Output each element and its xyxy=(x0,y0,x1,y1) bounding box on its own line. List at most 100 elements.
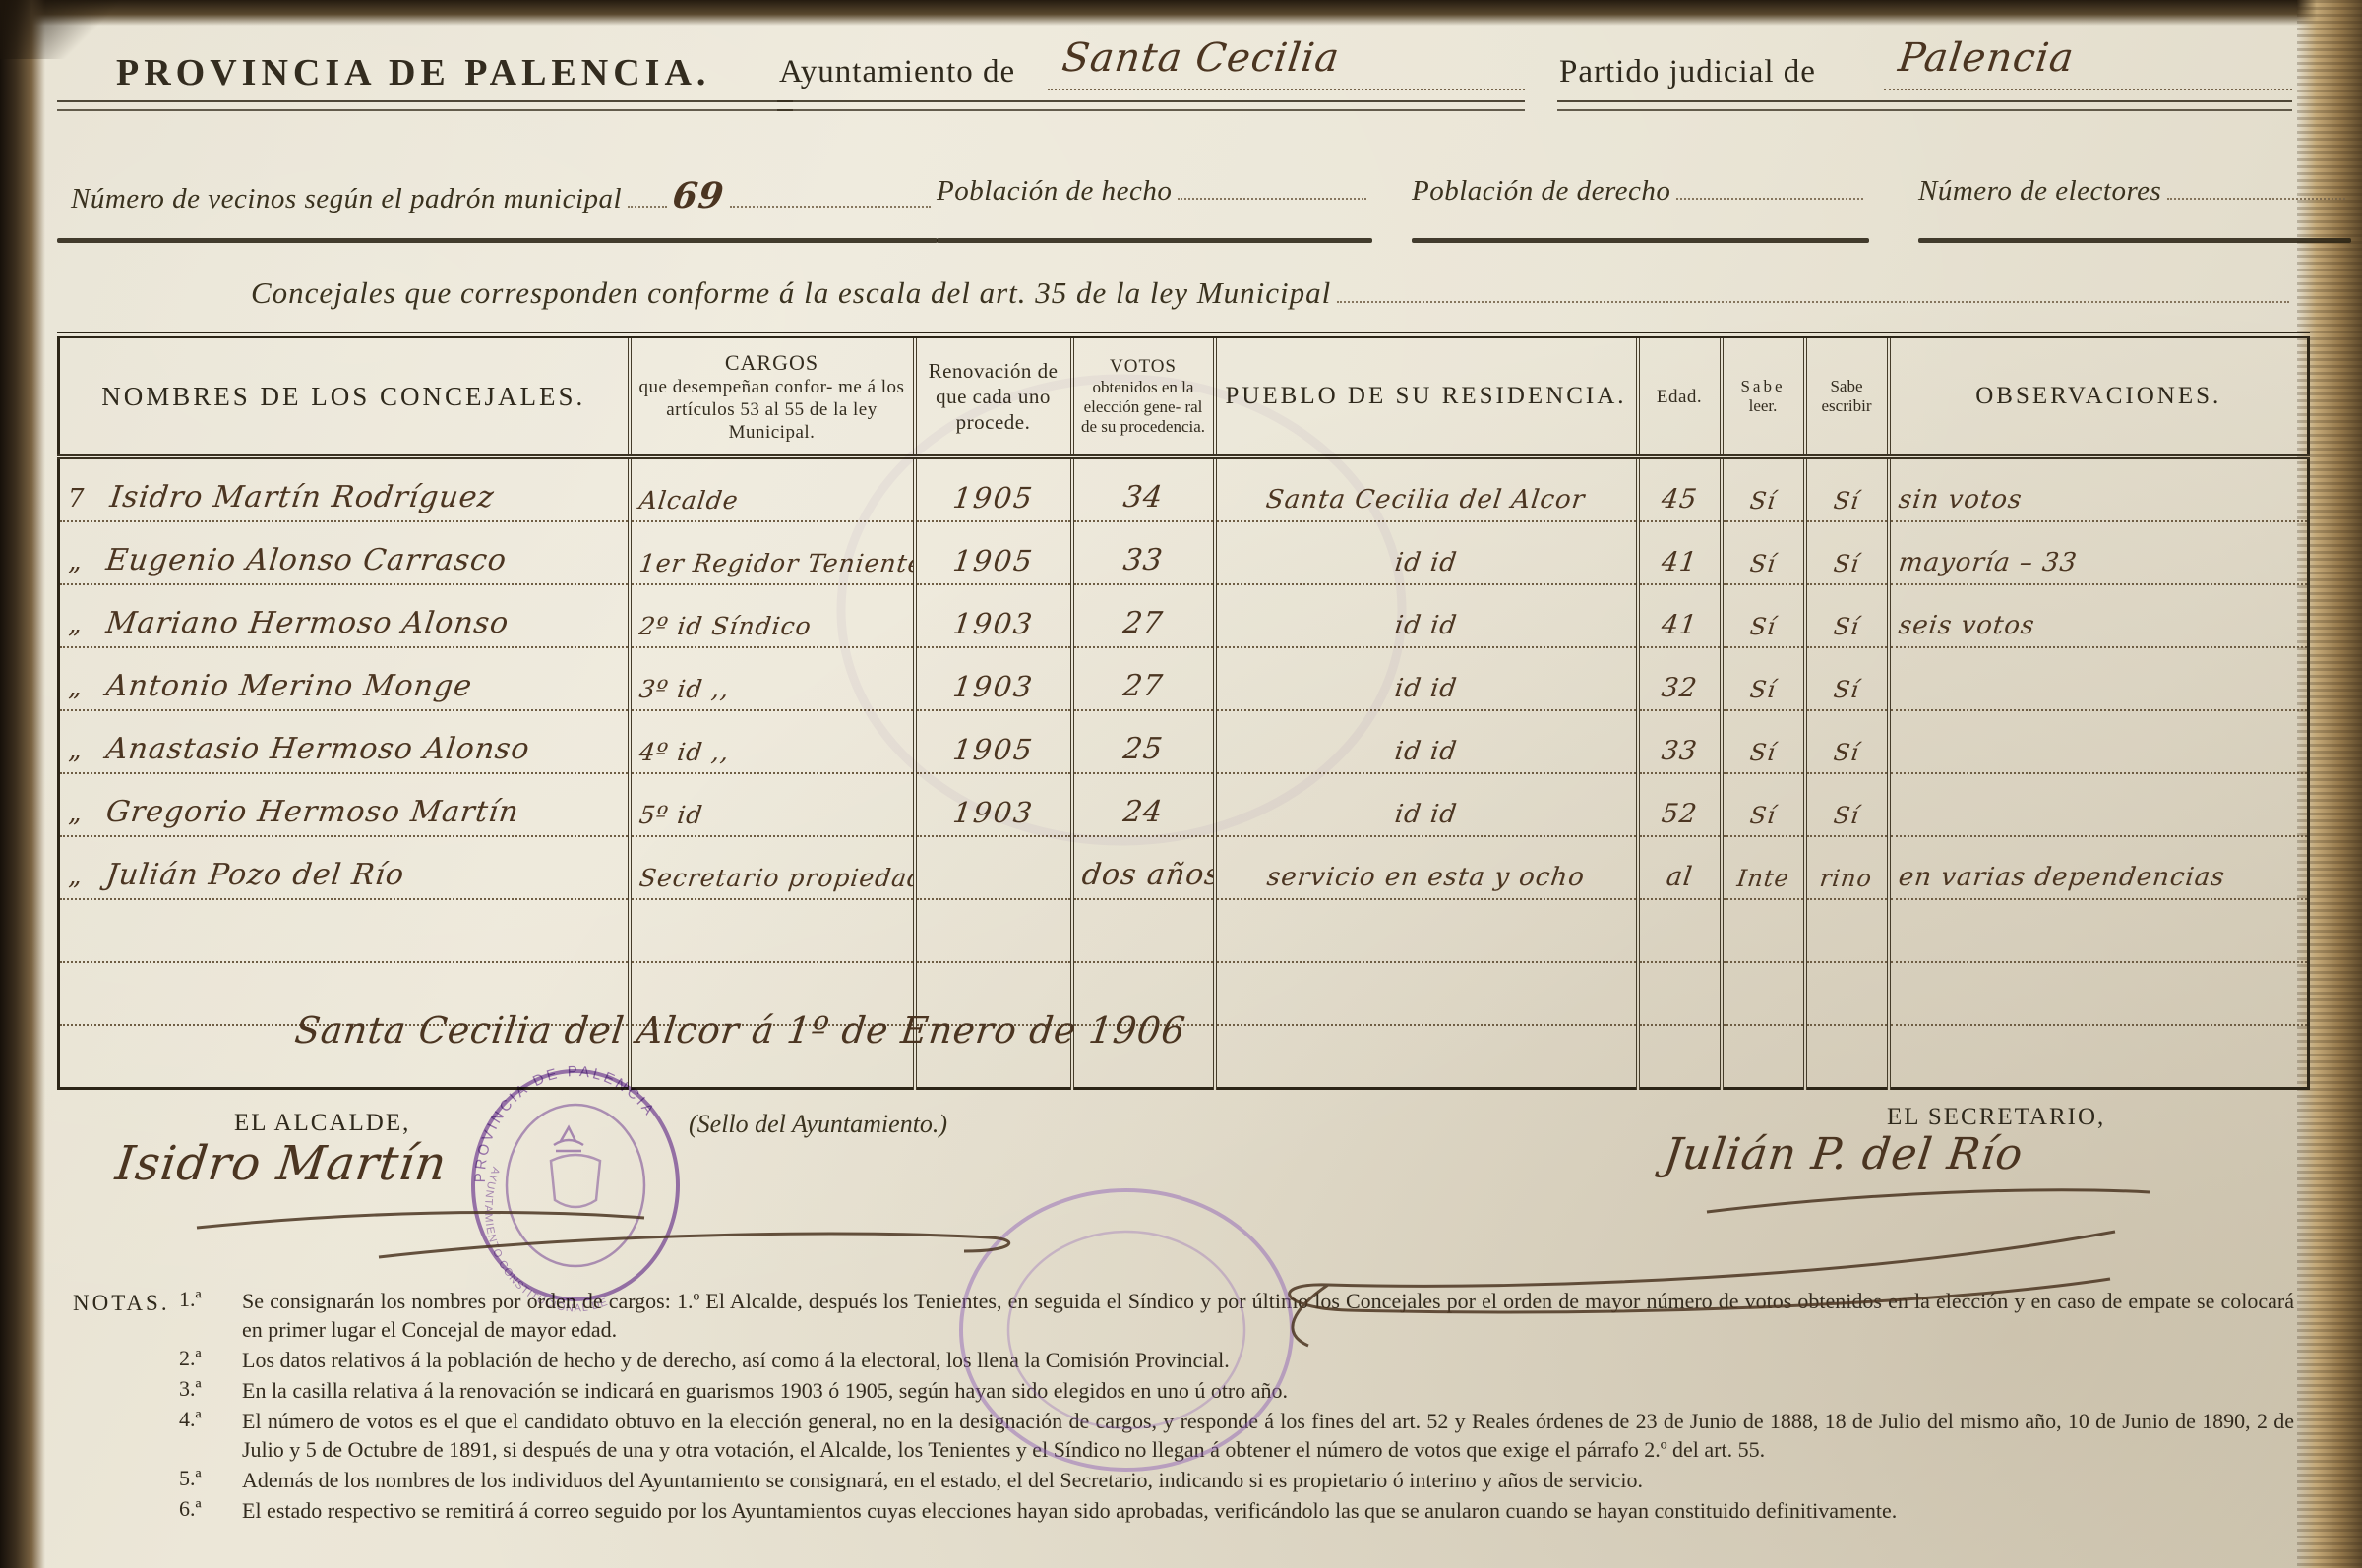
book-corner-shadow xyxy=(0,0,118,59)
table-row: 7 Isidro Martín Rodríguez Alcalde 1905 34… xyxy=(58,456,2309,522)
subtitle-text: Concejales que corresponden conforme á l… xyxy=(251,275,1332,310)
cell-sabe-leer: Sí xyxy=(1748,487,1778,514)
table-row: „ Anastasio Hermoso Alonso 4º id ,, 1905 … xyxy=(58,710,2309,774)
row-mark: „ xyxy=(68,547,82,576)
cell-cargo: 3º id ,, xyxy=(636,675,731,703)
cell-cargo: 4º id ,, xyxy=(636,738,731,766)
partido-dotted-line xyxy=(1884,71,2292,90)
note-item: 1.ª Se consignarán los nombres por orden… xyxy=(179,1287,2294,1344)
col-header-renovacion: Renovación de que cada uno procede. xyxy=(912,334,1072,459)
cell-pueblo: id id xyxy=(1393,611,1459,640)
cell-renovacion: 1903 xyxy=(950,607,1036,640)
cell-pueblo: id id xyxy=(1393,674,1459,703)
cell-observaciones: seis votos xyxy=(1896,611,2036,640)
cell-votos: 33 xyxy=(1120,543,1166,577)
col-header-cargos: CARGOS que desempeñan confor- me á los a… xyxy=(627,334,915,459)
note-text: En la casilla relativa á la renovación s… xyxy=(242,1378,1289,1403)
note-number: 1.ª xyxy=(179,1287,202,1311)
cell-sabe-escribir: Sí xyxy=(1832,676,1861,703)
cell-pueblo: Santa Cecilia del Alcor xyxy=(1264,485,1588,514)
row-mark: 7 xyxy=(68,484,85,513)
subtitle-line: Concejales que corresponden conforme á l… xyxy=(251,275,2295,311)
row-mark: „ xyxy=(68,610,82,639)
derecho-field: Población de derecho xyxy=(1412,175,1869,208)
cell-pueblo: id id xyxy=(1393,548,1459,577)
note-number: 3.ª xyxy=(179,1376,202,1401)
col-header-nombres: NOMBRES DE LOS CONCEJALES. xyxy=(58,334,630,459)
vecinos-rule xyxy=(57,238,938,243)
municipal-stamp-icon: PROVINCIA DE PALENCIA AYUNTAMIENTO CONST… xyxy=(471,1063,680,1314)
partido-rule xyxy=(1557,100,2292,111)
col-header-observaciones: OBSERVACIONES. xyxy=(1886,334,2309,459)
cell-renovacion: 1903 xyxy=(950,796,1036,829)
col-header-edad: Edad. xyxy=(1635,334,1722,459)
cell-nombre: Antonio Merino Monge xyxy=(104,669,475,703)
cell-sabe-leer: Sí xyxy=(1748,676,1778,703)
ayuntamiento-label: Ayuntamiento de xyxy=(779,54,1016,90)
cell-sabe-escribir: Sí xyxy=(1832,487,1861,514)
cell-sabe-leer: Sí xyxy=(1748,739,1778,766)
table-row: „ Eugenio Alonso Carrasco 1er Regidor Ten… xyxy=(58,521,2309,585)
cell-sabe-escribir: Sí xyxy=(1832,613,1861,640)
cell-sabe-leer: Inte xyxy=(1734,865,1791,892)
electores-rule xyxy=(1918,238,2351,243)
electores-field: Número de electores xyxy=(1918,175,2351,208)
note-number: 4.ª xyxy=(179,1407,202,1431)
secretario-signature: Julián P. del Río xyxy=(1661,1129,2027,1179)
row-mark: „ xyxy=(68,736,82,765)
cell-sabe-escribir: rino xyxy=(1818,865,1875,892)
secretario-label: EL SECRETARIO, xyxy=(1887,1104,2106,1130)
cell-pueblo: id id xyxy=(1393,800,1459,829)
notas-label: NOTAS. xyxy=(73,1291,170,1315)
note-item: 4.ª El número de votos es el que el cand… xyxy=(179,1407,2294,1464)
cell-pueblo: id id xyxy=(1393,737,1459,766)
note-text: El estado respectivo se remitirá á corre… xyxy=(242,1498,1898,1523)
note-text: Los datos relativos á la población de he… xyxy=(242,1348,1230,1372)
row-mark: „ xyxy=(68,673,82,702)
note-number: 6.ª xyxy=(179,1496,202,1521)
cell-edad: 32 xyxy=(1659,673,1700,703)
col-header-sabe-leer: Sabe leer. xyxy=(1719,334,1805,459)
hecho-rule xyxy=(937,238,1372,243)
cell-sabe-leer: Sí xyxy=(1748,613,1778,640)
col-header-sabe-escribir: Sabe escribir xyxy=(1802,334,1889,459)
row-mark: „ xyxy=(68,862,82,891)
cell-edad: al xyxy=(1664,862,1695,892)
note-text: Además de los nombres de los individuos … xyxy=(242,1468,1643,1492)
table-row: „ Mariano Hermoso Alonso 2º id Síndico 19… xyxy=(58,584,2309,648)
cell-cargo: 2º id Síndico xyxy=(636,612,814,640)
table-row: „ Antonio Merino Monge 3º id ,, 1903 27 i… xyxy=(58,647,2309,711)
book-top-edge xyxy=(0,0,2362,26)
concejales-table: NOMBRES DE LOS CONCEJALES. CARGOS que de… xyxy=(57,332,2310,1090)
ayuntamiento-dotted-line xyxy=(1048,71,1525,90)
cell-nombre: Julián Pozo del Río xyxy=(104,858,407,892)
table-row: „ Gregorio Hermoso Martín 5º id 1903 24 i… xyxy=(58,773,2309,837)
cell-cargo: 5º id xyxy=(636,801,704,829)
province-title: PROVINCIA DE PALENCIA. xyxy=(116,52,711,93)
cell-votos: 24 xyxy=(1120,795,1166,829)
electores-label: Número de electores xyxy=(1918,175,2162,207)
cell-observaciones: sin votos xyxy=(1896,485,2024,514)
note-text: El número de votos es el que el candidat… xyxy=(242,1409,2294,1462)
cell-cargo: Alcalde xyxy=(636,486,741,514)
note-item: 2.ª Los datos relativos á la población d… xyxy=(179,1346,2294,1374)
cell-sabe-escribir: Sí xyxy=(1832,550,1861,577)
note-number: 5.ª xyxy=(179,1466,202,1490)
cell-renovacion: 1905 xyxy=(950,733,1036,766)
note-number: 2.ª xyxy=(179,1346,202,1370)
cell-cargo: 1er Regidor Teniente xyxy=(636,549,915,577)
alcalde-flourish xyxy=(196,1211,1011,1259)
col-header-votos: VOTOS obtenidos en la elección gene- ral… xyxy=(1069,334,1215,459)
cell-renovacion: 1905 xyxy=(950,481,1036,514)
cell-edad: 45 xyxy=(1659,484,1700,514)
notes-list: 1.ª Se consignarán los nombres por orden… xyxy=(179,1287,2294,1527)
cell-renovacion: 1905 xyxy=(950,544,1036,577)
sello-label: (Sello del Ayuntamiento.) xyxy=(689,1110,948,1138)
cell-edad: 41 xyxy=(1659,547,1700,577)
dateline: Santa Cecilia del Alcor á 1º de Enero de… xyxy=(292,1009,1188,1052)
note-item: 6.ª El estado respectivo se remitirá á c… xyxy=(179,1496,2294,1525)
cell-sabe-escribir: Sí xyxy=(1832,802,1861,829)
derecho-label: Población de derecho xyxy=(1412,175,1671,207)
note-item: 3.ª En la casilla relativa á la renovaci… xyxy=(179,1376,2294,1405)
empty-table-row xyxy=(58,962,2309,1026)
